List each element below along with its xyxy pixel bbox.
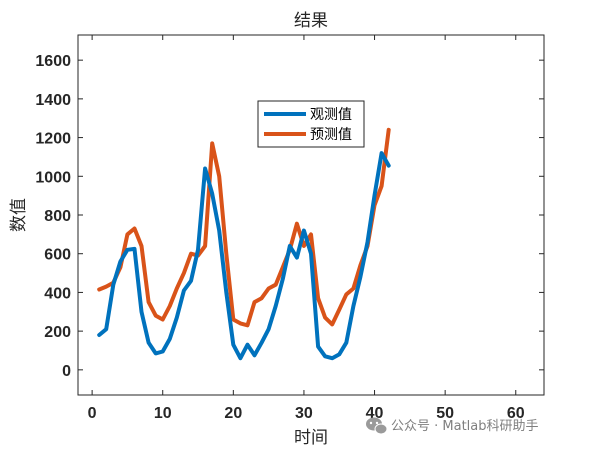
x-tick-label: 0	[88, 405, 97, 422]
x-tick-label: 30	[295, 405, 313, 422]
legend: 观测值 预测值	[257, 100, 365, 148]
y-tick-label: 800	[44, 208, 71, 225]
plot-area	[77, 34, 545, 396]
y-tick-label: 0	[62, 363, 71, 380]
y-tick-label: 200	[44, 324, 71, 341]
y-tick-label: 1200	[35, 131, 71, 148]
x-axis-label: 时间	[294, 428, 328, 448]
y-tick-label: 400	[44, 285, 71, 302]
y-tick-label: 1400	[35, 92, 71, 109]
y-tick-label: 600	[44, 247, 71, 264]
y-tick-label: 1600	[35, 53, 71, 70]
y-axis-label: 数值	[9, 198, 29, 232]
x-tick-label: 20	[224, 405, 242, 422]
series-line-observed	[97, 151, 391, 361]
watermark: 公众号 · Matlab科研助手	[366, 417, 539, 435]
y-axis: 0 200 400 600 800 1000 1200 1400 1600	[35, 53, 544, 380]
series-line-predicted	[97, 127, 391, 328]
chart-title: 结果	[294, 11, 328, 31]
legend-label-observed: 观测值	[310, 107, 352, 123]
x-tick-label: 40	[366, 405, 384, 422]
watermark-text: 公众号 · Matlab科研助手	[391, 419, 539, 434]
x-axis: 0 10 20 30 40 50 60	[88, 35, 525, 422]
legend-label-predicted: 预测值	[310, 127, 352, 143]
x-tick-label: 50	[436, 405, 454, 422]
legend-box	[257, 100, 365, 148]
x-tick-label: 10	[154, 405, 172, 422]
y-tick-label: 1000	[35, 169, 71, 186]
x-tick-label: 60	[507, 405, 525, 422]
series-layer	[97, 127, 391, 361]
wechat-icon	[366, 417, 388, 435]
